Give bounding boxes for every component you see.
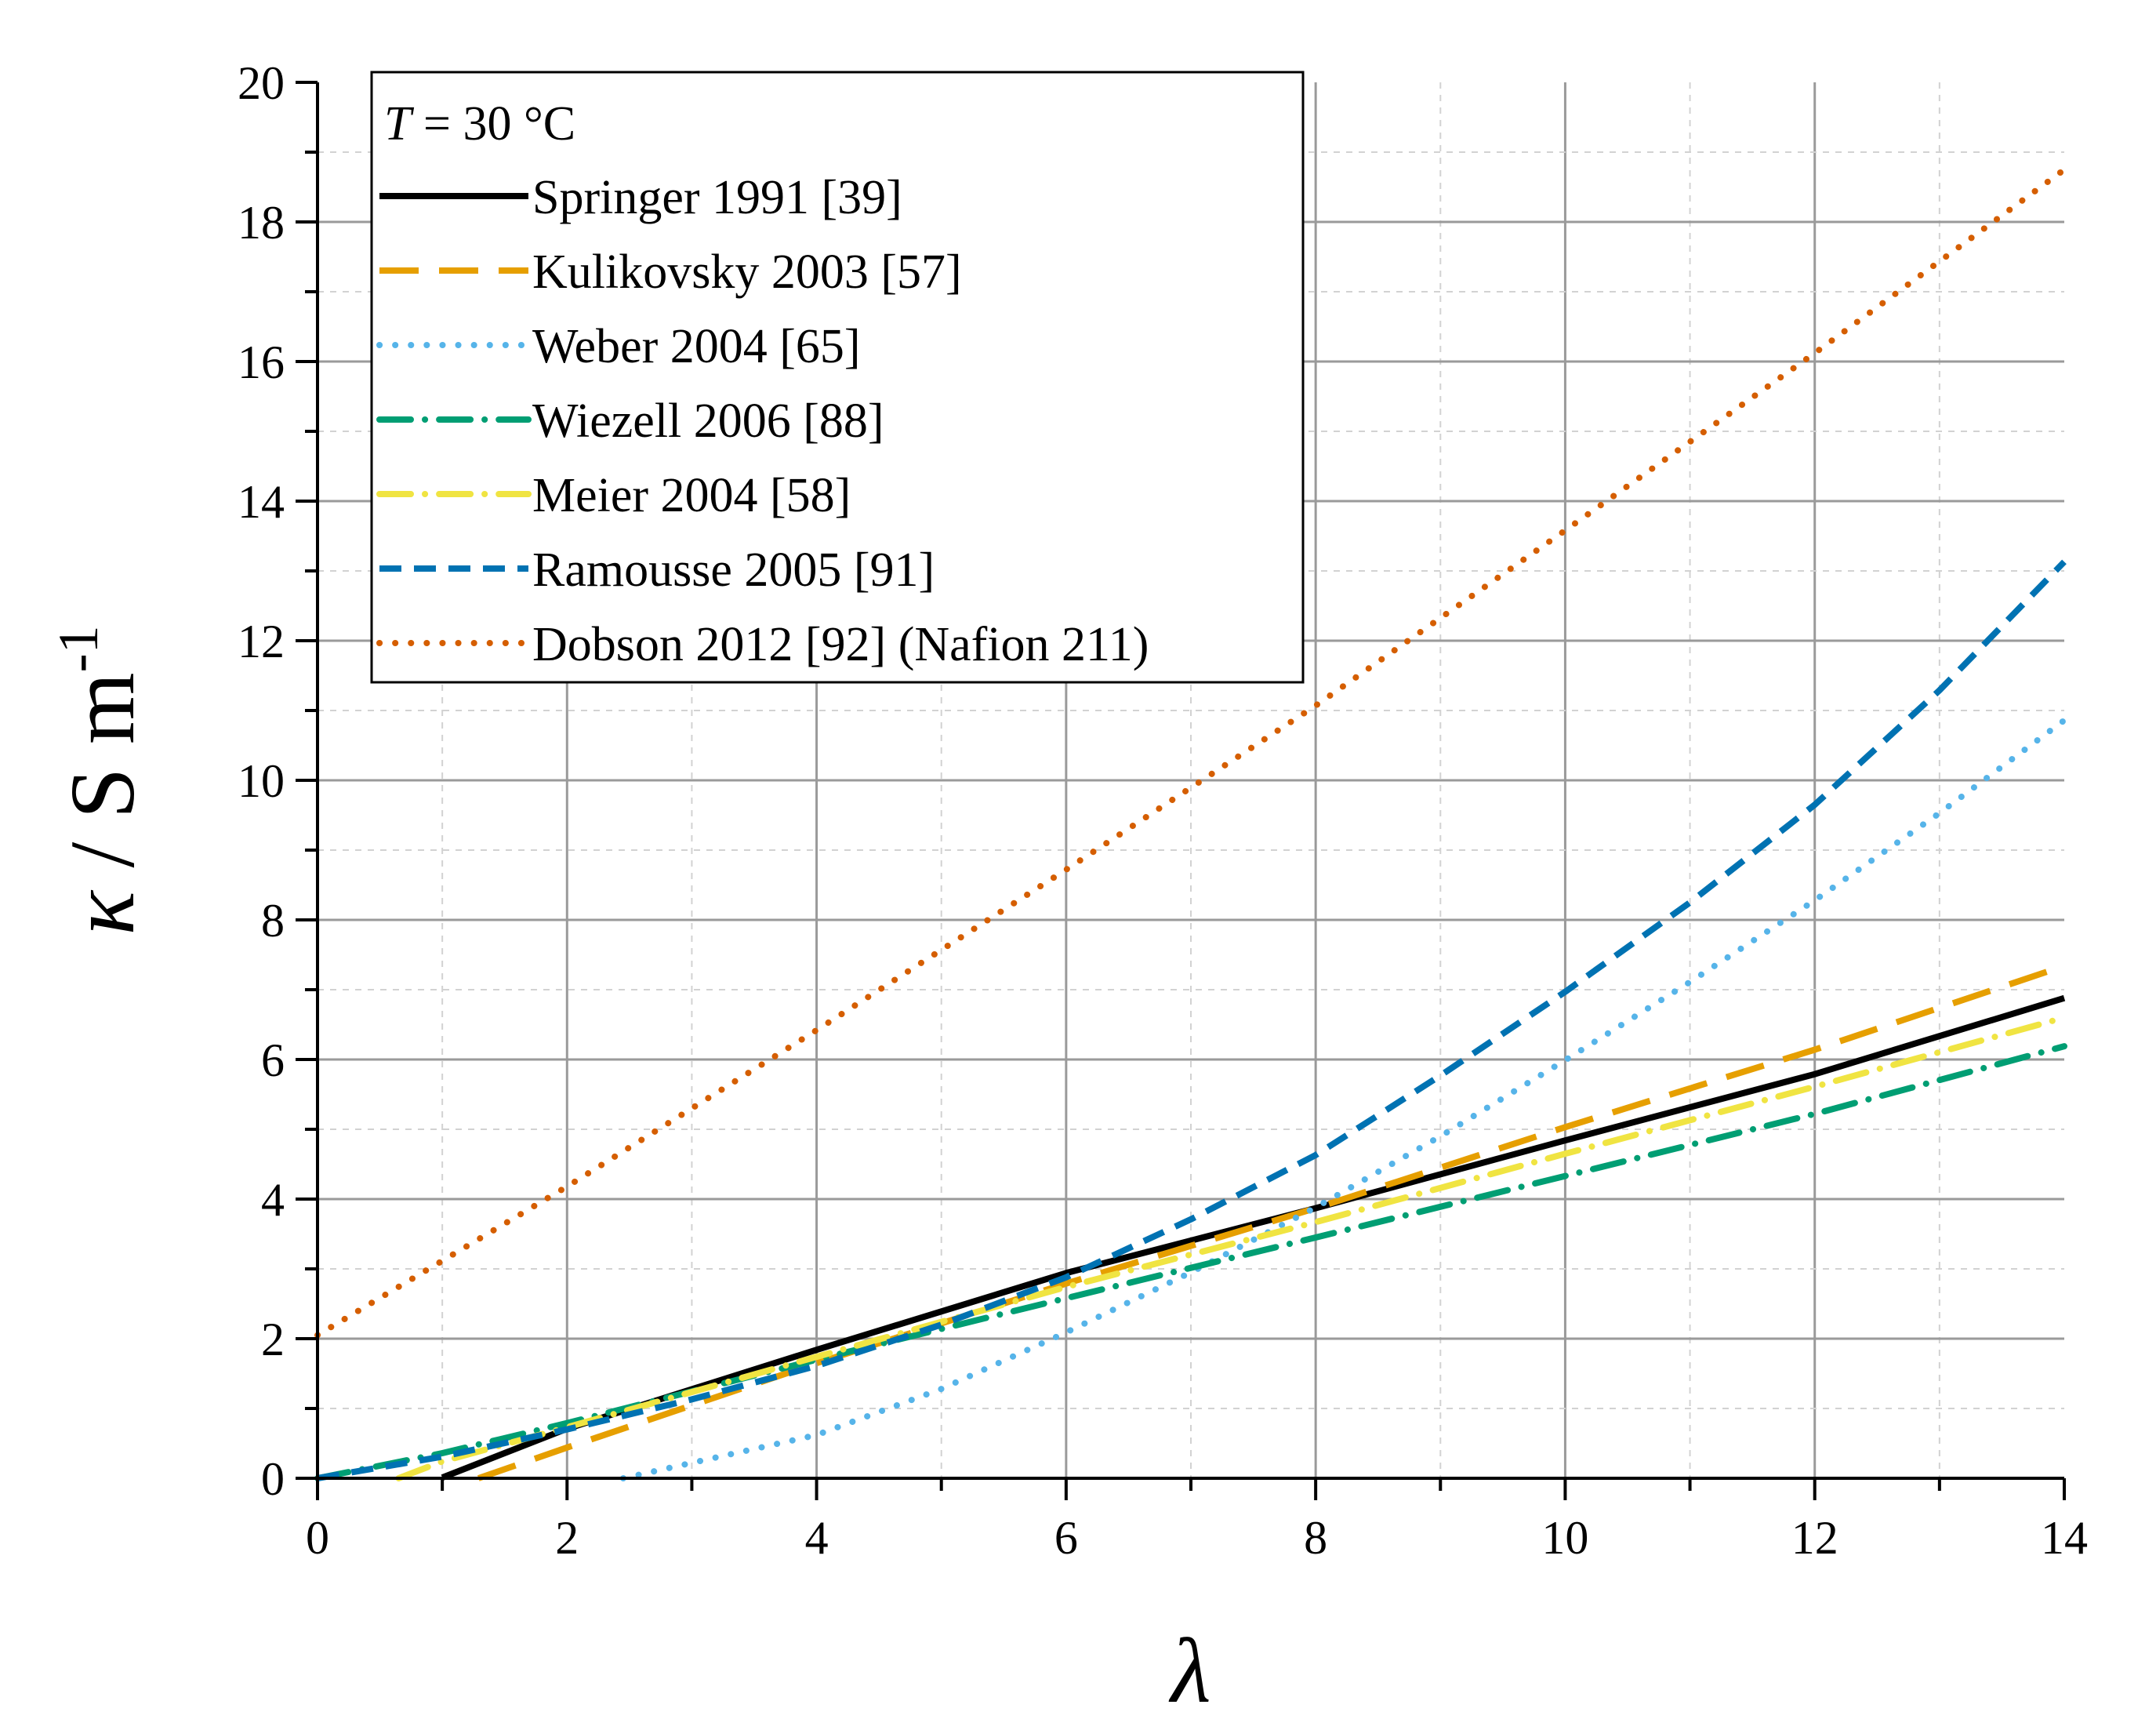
series-line-6 [317,559,2067,1481]
y-axis-title-units: S m [51,672,154,819]
x-tick-label: 12 [1791,1512,1838,1564]
legend-label-5: Meier 2004 [58] [532,469,851,522]
y-tick-label: 14 [238,476,285,528]
y-tick-label: 12 [238,616,285,667]
y-tick-label: 4 [261,1174,285,1226]
legend: T = 30 °C Springer 1991 [39] Kulikovsky 2… [370,71,1305,684]
y-axis-title: κ / S m-1 [47,625,154,935]
legend-entries: Springer 1991 [39] Kulikovsky 2003 [57] We… [376,171,1149,671]
x-tick-label: 0 [306,1512,329,1564]
y-axis-title-exponent: -1 [47,625,110,672]
y-tick-label: 20 [238,57,285,109]
legend-label-7: Dobson 2012 [92] (Nafion 211) [532,618,1149,671]
series-lines [314,166,2067,1481]
y-tick-label: 8 [261,895,285,947]
x-tick-label: 2 [555,1512,579,1564]
legend-label-6: Ramousse 2005 [91] [532,543,935,597]
x-tick-label: 6 [1054,1512,1078,1564]
x-tick-label: 10 [1541,1512,1588,1564]
legend-label-2: Kulikovsky 2003 [57] [532,245,962,299]
legend-box [370,71,1305,684]
x-tick-label: 8 [1304,1512,1327,1564]
y-axis-title-separator: / [51,819,154,891]
series-line-5 [395,1014,2067,1481]
x-tick-label: 4 [805,1512,829,1564]
legend-label-4: Wiezell 2006 [88] [532,394,884,448]
series-line-2 [477,962,2066,1481]
x-axis-title: λ [1168,1619,1210,1722]
legend-label-3: Weber 2004 [65] [532,320,861,373]
x-tick-label: 14 [2041,1512,2088,1564]
axes: 0 2 4 6 8 10 12 14 0 2 4 6 8 10 12 14 16 18 20 [238,57,2088,1564]
y-tick-label: 2 [261,1314,285,1365]
y-tick-label: 18 [238,197,285,249]
legend-header: T = 30 °C [384,97,575,151]
legend-header-variable: T [384,97,415,151]
y-axis-title-symbol: κ [51,890,154,936]
series-line-4 [314,1043,2067,1481]
y-tick-label: 16 [238,336,285,388]
legend-label-1: Springer 1991 [39] [532,171,902,224]
legend-header-value: = 30 °C [411,97,575,151]
y-tick-label: 0 [261,1453,285,1505]
y-tick-label: 10 [238,755,285,807]
y-tick-label: 6 [261,1034,285,1086]
